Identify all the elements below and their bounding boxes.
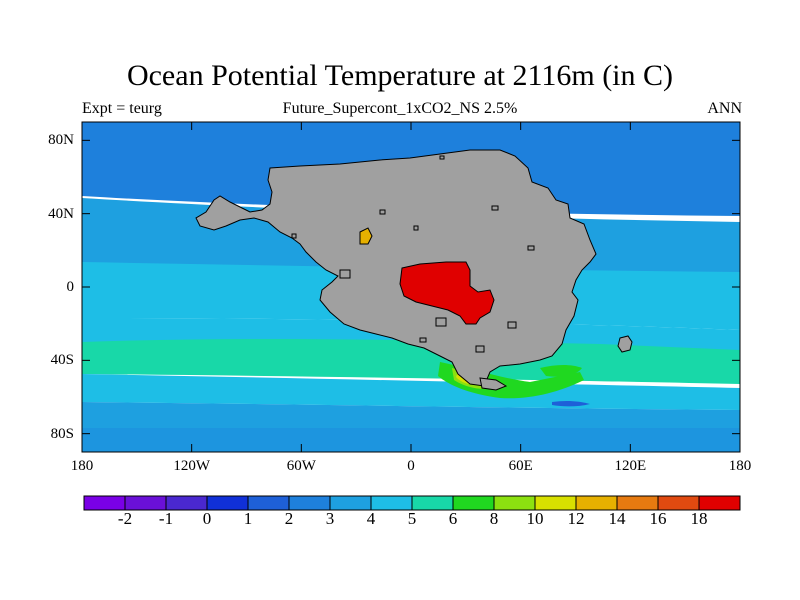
colorbar-swatch <box>452 495 495 511</box>
colorbar-label: 0 <box>202 509 212 528</box>
colorbar-swatch <box>575 495 618 511</box>
colorbar-label: 1 <box>243 509 253 528</box>
colorbar-label: 8 <box>489 509 499 528</box>
supercontinent-land <box>195 149 597 387</box>
ocean-temperature-field <box>82 122 740 452</box>
lon-tick-label: 180 <box>728 458 752 474</box>
colorbar-label: 5 <box>407 509 417 528</box>
colorbar-swatch <box>165 495 208 511</box>
axis-ticks <box>81 122 741 452</box>
lon-tick-label: 180 <box>70 458 94 474</box>
colorbar-label: 16 <box>649 509 667 528</box>
season-label: ANN <box>707 100 742 117</box>
lat-tick-label: 40N <box>48 205 74 222</box>
lon-tick-label: 60W <box>286 458 316 474</box>
band-south-polar <box>82 402 740 452</box>
colorbar-swatch <box>657 495 700 511</box>
lon-tick-label: 120W <box>173 458 210 474</box>
map-title: Ocean Potential Temperature at 2116m (in… <box>126 59 674 92</box>
lon-tick-label: 0 <box>407 458 415 474</box>
colorbar-swatch <box>329 495 372 511</box>
colorbar-label: -2 <box>117 509 133 528</box>
colorbar-swatch <box>534 495 577 511</box>
colorbar-label: -1 <box>158 509 174 528</box>
experiment-label: Expt = teurg <box>82 100 162 117</box>
colorbar-swatch <box>370 495 413 511</box>
band-south-cool <box>82 374 740 410</box>
colorbar-label: 4 <box>366 509 376 528</box>
cold-patch-south <box>552 400 590 407</box>
colorbar-swatch <box>493 495 536 511</box>
warm-patch-east <box>540 365 582 377</box>
colorbar-swatch <box>206 495 249 511</box>
colorbar-label: 3 <box>325 509 335 528</box>
lat-tick-label: 80S <box>50 425 74 442</box>
lon-tick-label: 60E <box>508 458 533 474</box>
colorbar-swatch <box>698 495 741 511</box>
colorbar-swatch <box>288 495 331 511</box>
lat-tick-label: 40S <box>50 352 74 369</box>
lat-tick-label: 0 <box>66 279 75 295</box>
colorbar-swatch <box>247 495 290 511</box>
lat-tick-label: 80N <box>48 132 74 149</box>
colorbar-label: 18 <box>690 509 708 528</box>
warm-inland-lake <box>359 227 373 245</box>
run-name-label: Future_Supercont_1xCO2_NS 2.5% <box>282 100 518 117</box>
island-east <box>617 335 633 353</box>
inland-lakes <box>291 155 535 353</box>
colorbar-label: 6 <box>448 509 458 528</box>
colorbar-label: 2 <box>284 509 294 528</box>
colorbar-label: 10 <box>526 509 544 528</box>
island-south <box>479 377 508 391</box>
colorbar-label: 12 <box>567 509 585 528</box>
colorbar-label: 14 <box>608 509 626 528</box>
warm-inland-basin <box>399 261 495 325</box>
lon-tick-label: 120E <box>614 458 647 474</box>
colorbar-swatch <box>124 495 167 511</box>
colorbar <box>83 495 741 511</box>
colorbar-swatch <box>411 495 454 511</box>
colorbar-swatch <box>616 495 659 511</box>
colorbar-swatch <box>83 495 126 511</box>
